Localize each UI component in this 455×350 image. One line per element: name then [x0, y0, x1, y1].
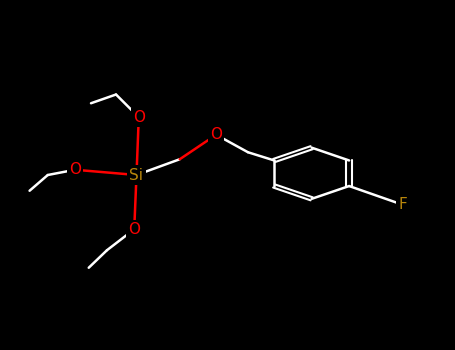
- Text: O: O: [133, 110, 145, 125]
- Text: F: F: [398, 197, 407, 212]
- Text: Si: Si: [130, 168, 143, 182]
- Text: O: O: [210, 127, 222, 142]
- Text: O: O: [128, 222, 140, 237]
- Text: O: O: [69, 162, 81, 177]
